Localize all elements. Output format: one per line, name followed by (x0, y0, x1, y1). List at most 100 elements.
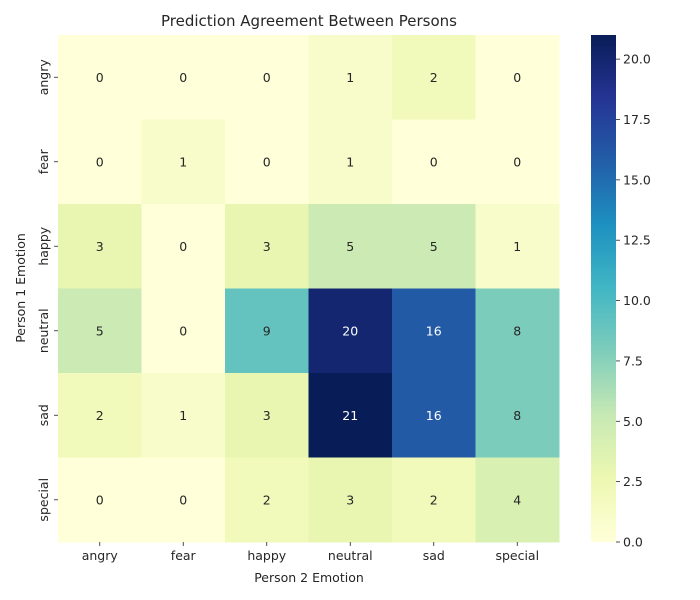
cell-value-label: 0 (179, 239, 187, 254)
heatmap-cell (475, 119, 560, 205)
colorbar-ticks: 0.0 2.5 5.0 7.5 10.0 12.5 15.0 17.5 20.0 (616, 52, 651, 550)
heatmap-cell (225, 35, 309, 120)
cell-value-label: 0 (179, 70, 187, 85)
colorbar-tick-label: 0.0 (623, 535, 643, 550)
x-tick-label: fear (171, 548, 197, 563)
cell-value-label: 2 (430, 70, 438, 85)
x-tick-label: sad (423, 548, 445, 563)
heatmap-cell (225, 457, 309, 543)
heatmap-cell (225, 373, 309, 458)
cell-value-label: 2 (96, 408, 104, 423)
y-tick-label: fear (36, 148, 51, 174)
cell-value-label: 1 (346, 154, 354, 169)
cell-value-label: 2 (263, 492, 271, 507)
colorbar-tick-label: 20.0 (623, 52, 651, 67)
cell-value-label: 2 (430, 492, 438, 507)
heatmap-cell (141, 119, 226, 205)
heatmap-cell (141, 204, 226, 289)
heatmap-cell (475, 288, 560, 374)
x-axis-label: Person 2 Emotion (254, 570, 364, 585)
heatmap-cell (141, 35, 226, 120)
heatmap-cell (141, 373, 226, 458)
cell-value-label: 21 (342, 408, 358, 423)
cell-value-label: 5 (96, 323, 104, 338)
x-tick-labels: angry fear happy neutral sad special (82, 542, 539, 563)
cell-value-label: 0 (430, 154, 438, 169)
cell-value-label: 0 (96, 70, 104, 85)
cell-value-label: 3 (96, 239, 104, 254)
heatmap-cell (308, 288, 393, 374)
cell-value-label: 0 (96, 154, 104, 169)
heatmap-cell (58, 119, 142, 205)
cell-value-label: 0 (179, 492, 187, 507)
heatmap-cell (58, 288, 142, 374)
x-tick-label: happy (247, 548, 286, 563)
cell-value-label: 16 (426, 323, 442, 338)
heatmap-cell (308, 119, 393, 205)
heatmap-cell (308, 204, 393, 289)
cell-value-label: 4 (513, 492, 521, 507)
heatmap-cell (392, 288, 476, 374)
y-tick-label: angry (36, 59, 51, 96)
heatmap-cell (308, 457, 393, 543)
colorbar-tick-label: 17.5 (623, 112, 651, 127)
y-axis-label: Person 1 Emotion (13, 233, 28, 343)
cell-value-label: 8 (513, 323, 521, 338)
heatmap-cell (392, 119, 476, 205)
y-tick-label: special (36, 478, 51, 522)
y-tick-label: happy (36, 226, 51, 265)
heatmap-cell (392, 35, 476, 120)
cell-value-label: 0 (263, 70, 271, 85)
colorbar (591, 35, 616, 542)
heatmap-cell (58, 457, 142, 543)
cell-value-label: 3 (346, 492, 354, 507)
colorbar-tick-label: 10.0 (623, 293, 651, 308)
colorbar-tick-label: 12.5 (623, 233, 651, 248)
cell-value-label: 0 (513, 70, 521, 85)
cell-value-label: 0 (96, 492, 104, 507)
cell-value-label: 20 (342, 323, 358, 338)
cell-value-label: 1 (179, 408, 187, 423)
colorbar-tick-label: 2.5 (623, 474, 643, 489)
y-tick-label: neutral (36, 308, 51, 353)
heatmap-cells (58, 35, 560, 543)
cell-value-label: 1 (346, 70, 354, 85)
heatmap-cell (308, 373, 393, 458)
heatmap-cell (141, 457, 226, 543)
cell-value-label: 3 (263, 239, 271, 254)
heatmap-cell (308, 35, 393, 120)
cell-value-label: 3 (263, 408, 271, 423)
colorbar-tick-label: 7.5 (623, 353, 643, 368)
heatmap-cell (392, 457, 476, 543)
cell-value-label: 0 (513, 154, 521, 169)
heatmap-cell (475, 457, 560, 543)
y-tick-label: sad (36, 404, 51, 426)
chart-title: Prediction Agreement Between Persons (161, 12, 457, 30)
cell-value-label: 8 (513, 408, 521, 423)
cell-value-label: 16 (426, 408, 442, 423)
x-tick-label: neutral (328, 548, 373, 563)
cell-value-label: 1 (179, 154, 187, 169)
heatmap-cell (225, 204, 309, 289)
x-tick-label: special (495, 548, 539, 563)
cell-value-label: 9 (263, 323, 271, 338)
cell-value-label: 5 (430, 239, 438, 254)
heatmap-cell (392, 204, 476, 289)
heatmap-cell (58, 204, 142, 289)
cell-value-label: 0 (263, 154, 271, 169)
heatmap-cell (475, 204, 560, 289)
heatmap-cell (141, 288, 226, 374)
heatmap-cell (58, 373, 142, 458)
heatmap-cell (475, 35, 560, 120)
cell-value-label: 0 (179, 323, 187, 338)
heatmap-cell (225, 119, 309, 205)
cell-value-label: 5 (346, 239, 354, 254)
colorbar-tick-label: 5.0 (623, 414, 643, 429)
heatmap-cell (58, 35, 142, 120)
cell-value-label: 1 (513, 239, 521, 254)
heatmap-cell (475, 373, 560, 458)
y-tick-labels: angry fear happy neutral sad special (36, 59, 58, 522)
colorbar-tick-label: 15.0 (623, 172, 651, 187)
heatmap-cell (392, 373, 476, 458)
